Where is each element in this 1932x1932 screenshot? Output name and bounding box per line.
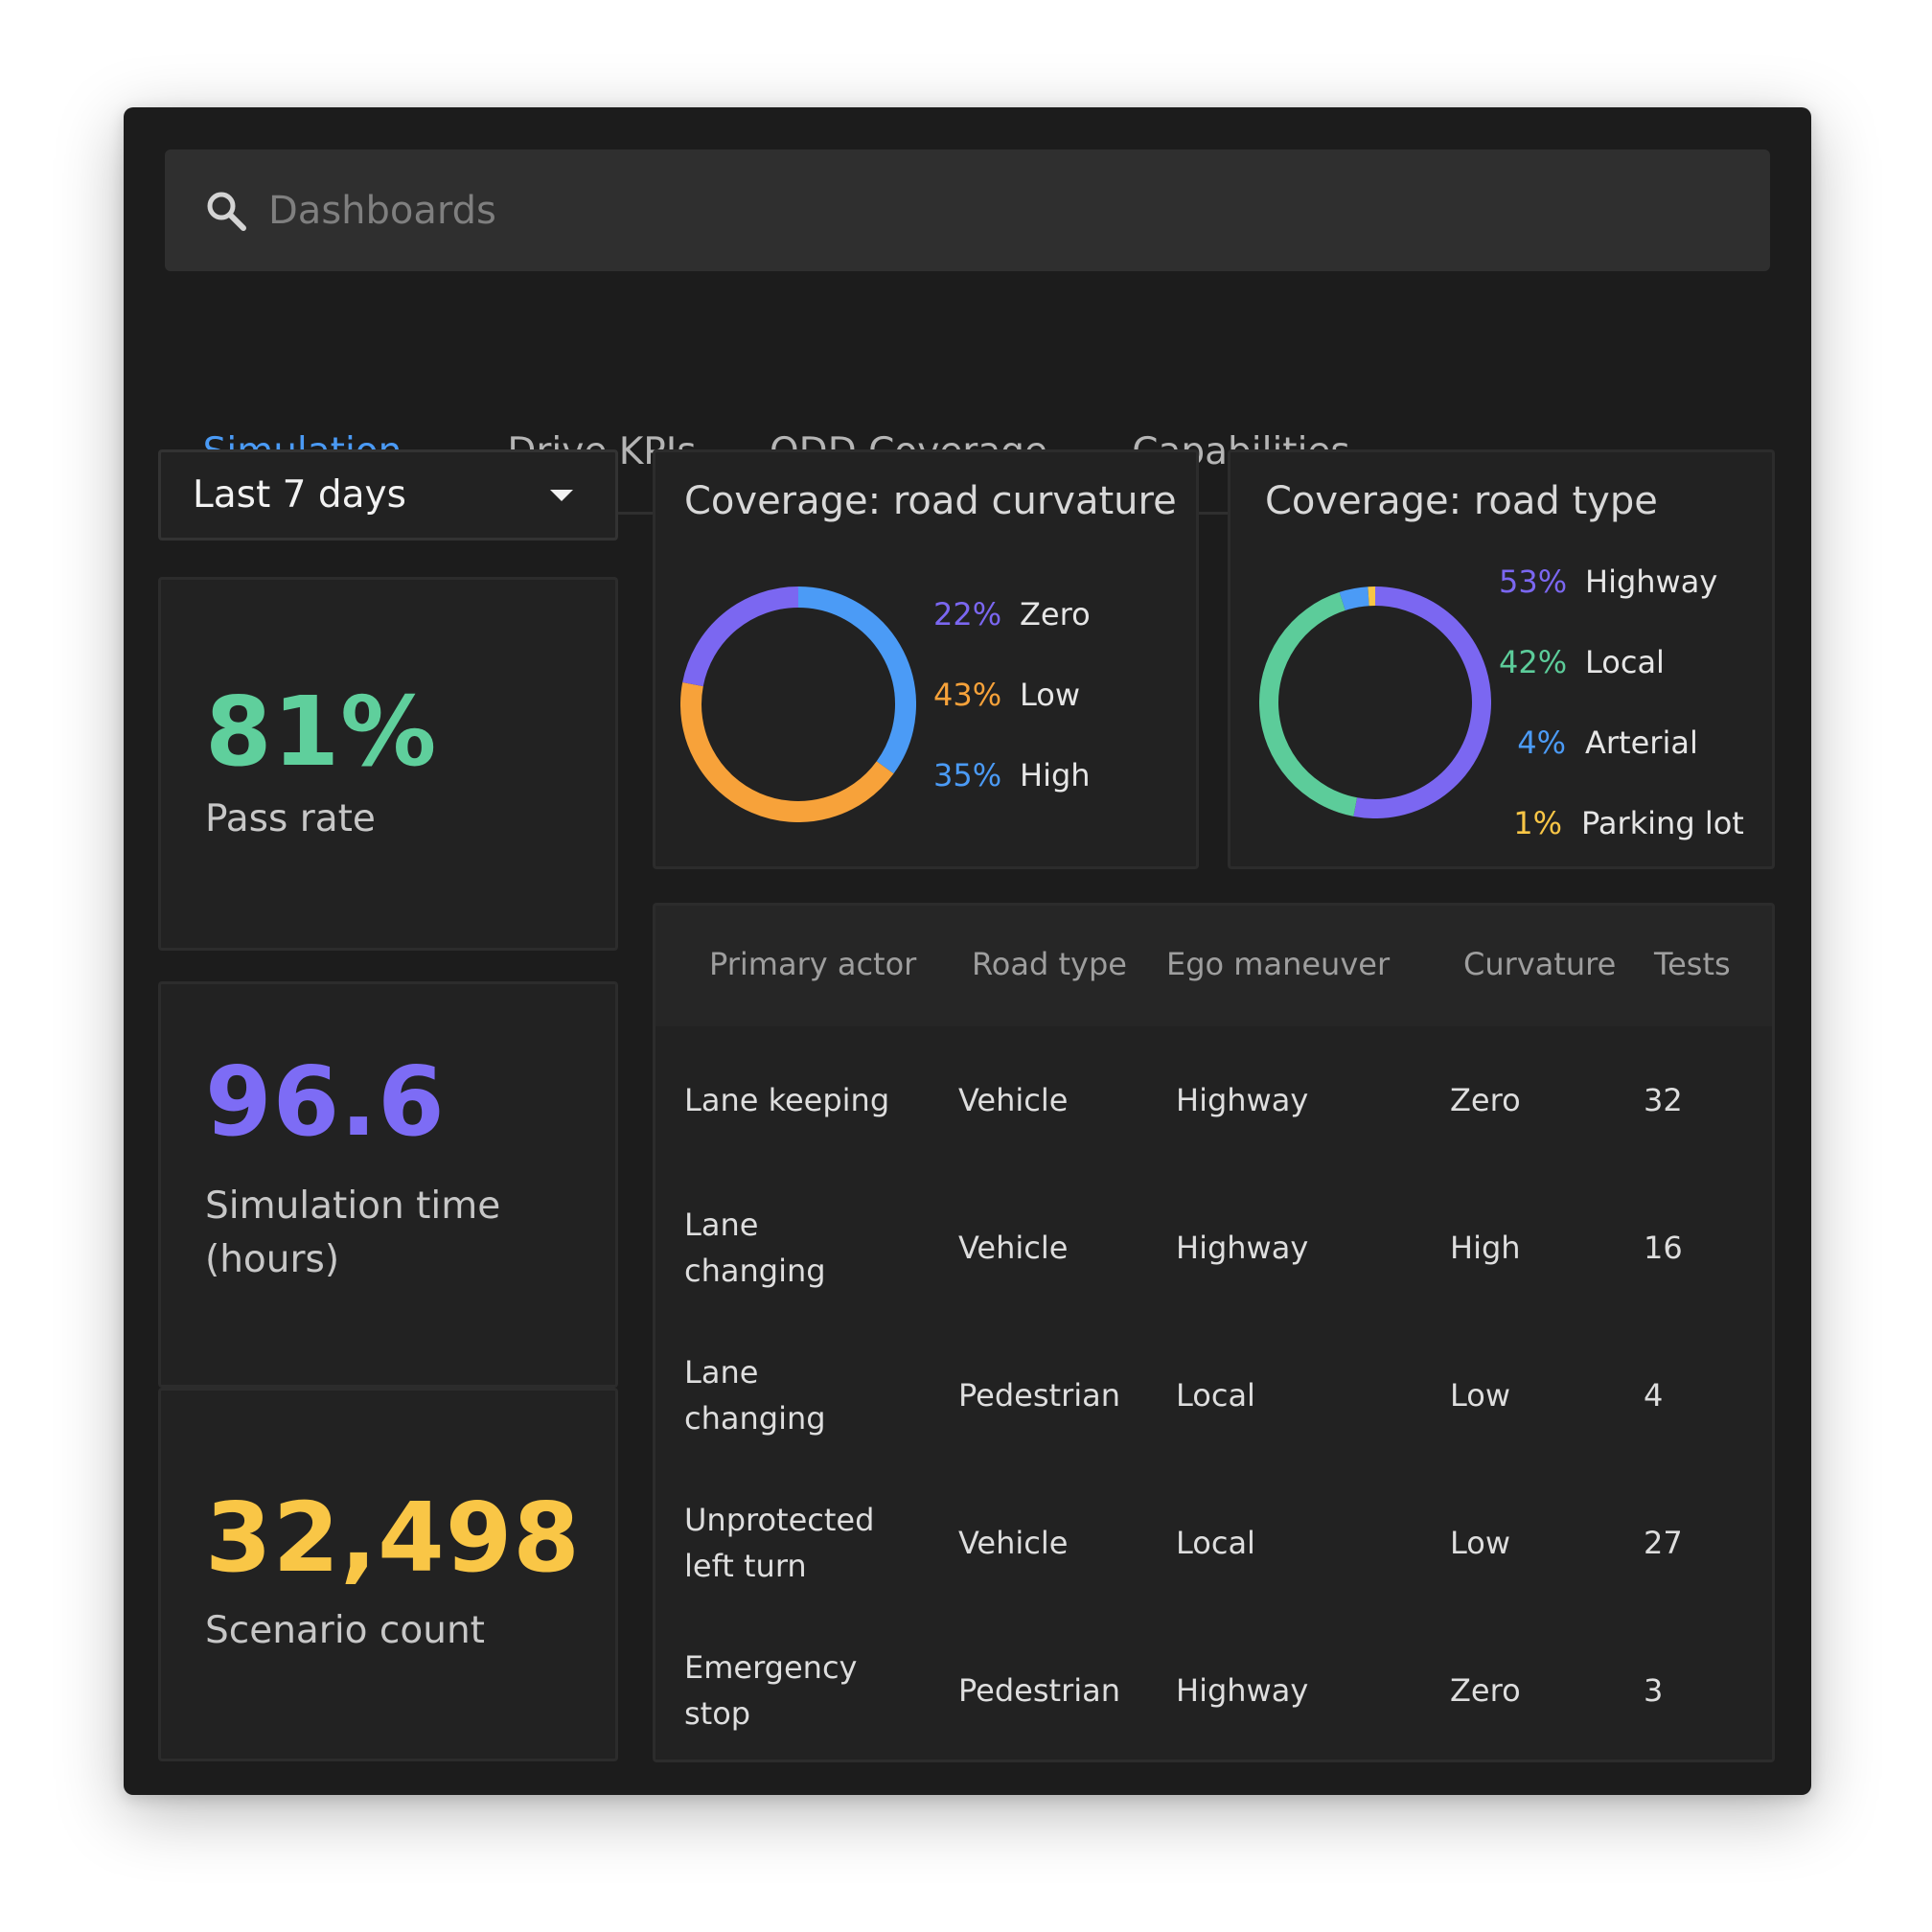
column-header-road-type[interactable]: Road type: [972, 946, 1127, 982]
dashboard-panel: Simulation Drive KPIs ODD Coverage Capab…: [124, 107, 1811, 1795]
cell-ego-maneuver: Highway: [1176, 1082, 1309, 1118]
date-range-dropdown[interactable]: Last 7 days: [158, 449, 618, 540]
legend-label: Parking lot: [1581, 805, 1744, 841]
table-row[interactable]: Lane keeping Vehicle Highway Zero 32: [656, 1026, 1772, 1177]
road-type-donut: [1259, 586, 1491, 818]
simulation-time-label: Simulation time (hours): [205, 1184, 501, 1281]
legend-item-high: 35% High: [933, 757, 1091, 794]
pass-rate-label: Pass rate: [205, 797, 376, 840]
legend-label: Highway: [1585, 564, 1718, 600]
search-input[interactable]: [266, 166, 1770, 255]
cell-ego-maneuver: Highway: [1176, 1672, 1309, 1709]
column-header-tests[interactable]: Tests: [1654, 946, 1731, 982]
legend-pct: 1%: [1513, 805, 1562, 841]
search-bar[interactable]: [165, 150, 1770, 271]
cell-curvature: High: [1450, 1230, 1521, 1266]
cell-road-type: Pedestrian: [958, 1672, 1120, 1709]
column-header-curvature[interactable]: Curvature: [1463, 946, 1617, 982]
cell-curvature: Low: [1450, 1377, 1511, 1414]
date-range-value: Last 7 days: [193, 473, 406, 517]
simulation-time-value: 96.6: [205, 1046, 446, 1158]
pass-rate-value: 81%: [205, 676, 438, 788]
cell-ego-maneuver: Highway: [1176, 1230, 1309, 1266]
road-curvature-chart-card: Coverage: road curvature 22% Zero 43% Low …: [653, 449, 1199, 869]
table-row[interactable]: Unprotected left turn Vehicle Local Low …: [656, 1469, 1772, 1620]
legend-item-highway: 53% Highway: [1499, 564, 1717, 600]
scenario-count-value: 32,498: [205, 1482, 581, 1594]
pass-rate-card: 81% Pass rate: [158, 577, 618, 951]
cell-primary-actor: Emergency stop: [684, 1649, 858, 1732]
caret-down-icon: [550, 489, 573, 501]
cell-tests: 16: [1644, 1230, 1683, 1266]
scenario-count-card: 32,498 Scenario count: [158, 1388, 618, 1761]
road-type-chart-title: Coverage: road type: [1265, 479, 1658, 523]
legend-item-zero: 22% Zero: [933, 596, 1091, 632]
table-row[interactable]: Lane changing Vehicle Highway High 16: [656, 1174, 1772, 1324]
legend-pct: 42%: [1499, 644, 1568, 680]
cell-primary-actor: Unprotected left turn: [684, 1502, 875, 1584]
table-row[interactable]: Lane changing Pedestrian Local Low 4: [656, 1322, 1772, 1472]
cell-curvature: Low: [1450, 1525, 1511, 1561]
road-curvature-donut: [680, 586, 916, 822]
legend-label: Arterial: [1585, 724, 1698, 761]
legend-item-low: 43% Low: [933, 677, 1080, 713]
donut-slice-local: [1259, 591, 1358, 816]
legend-label: Local: [1585, 644, 1665, 680]
legend-label: High: [1020, 757, 1091, 794]
cell-road-type: Vehicle: [958, 1525, 1069, 1561]
scenario-table: Primary actor Road type Ego maneuver Cur…: [653, 903, 1775, 1762]
cell-tests: 4: [1644, 1377, 1664, 1414]
donut-slice-arterial: [1339, 586, 1369, 611]
legend-label: Zero: [1020, 596, 1091, 632]
cell-ego-maneuver: Local: [1176, 1377, 1255, 1414]
road-type-chart-card: Coverage: road type 53% Highway 42% Local …: [1228, 449, 1775, 869]
donut-slice-zero: [682, 586, 799, 687]
column-header-ego-maneuver[interactable]: Ego maneuver: [1166, 946, 1391, 982]
cell-ego-maneuver: Local: [1176, 1525, 1255, 1561]
cell-primary-actor: Lane changing: [684, 1207, 826, 1289]
road-curvature-chart-title: Coverage: road curvature: [684, 479, 1177, 523]
donut-slice-highway: [1353, 586, 1491, 818]
table-row[interactable]: Emergency stop Pedestrian Highway Zero 3: [656, 1617, 1772, 1760]
legend-pct: 53%: [1499, 564, 1568, 600]
cell-road-type: Vehicle: [958, 1230, 1069, 1266]
legend-pct: 43%: [933, 677, 1002, 713]
legend-pct: 35%: [933, 757, 1002, 794]
legend-pct: 22%: [933, 596, 1002, 632]
legend-label: Low: [1020, 677, 1081, 713]
search-icon: [207, 192, 246, 231]
cell-tests: 3: [1644, 1672, 1664, 1709]
donut-slice-high: [797, 586, 916, 774]
cell-curvature: Zero: [1450, 1082, 1521, 1118]
cell-primary-actor: Lane keeping: [684, 1082, 890, 1118]
column-header-primary-actor[interactable]: Primary actor: [709, 946, 917, 982]
legend-pct: 4%: [1517, 724, 1566, 761]
donut-slice-low: [680, 681, 894, 822]
cell-road-type: Vehicle: [958, 1082, 1069, 1118]
cell-road-type: Pedestrian: [958, 1377, 1120, 1414]
cell-primary-actor: Lane changing: [684, 1354, 826, 1437]
legend-item-arterial: 4% Arterial: [1499, 724, 1698, 761]
scenario-count-label: Scenario count: [205, 1609, 485, 1652]
cell-tests: 27: [1644, 1525, 1683, 1561]
cell-tests: 32: [1644, 1082, 1683, 1118]
legend-item-local: 42% Local: [1499, 644, 1665, 680]
legend-item-parking-lot: 1% Parking lot: [1495, 805, 1744, 841]
cell-curvature: Zero: [1450, 1672, 1521, 1709]
table-header: Primary actor Road type Ego maneuver Cur…: [656, 906, 1772, 1029]
simulation-time-card: 96.6 Simulation time (hours): [158, 981, 618, 1388]
